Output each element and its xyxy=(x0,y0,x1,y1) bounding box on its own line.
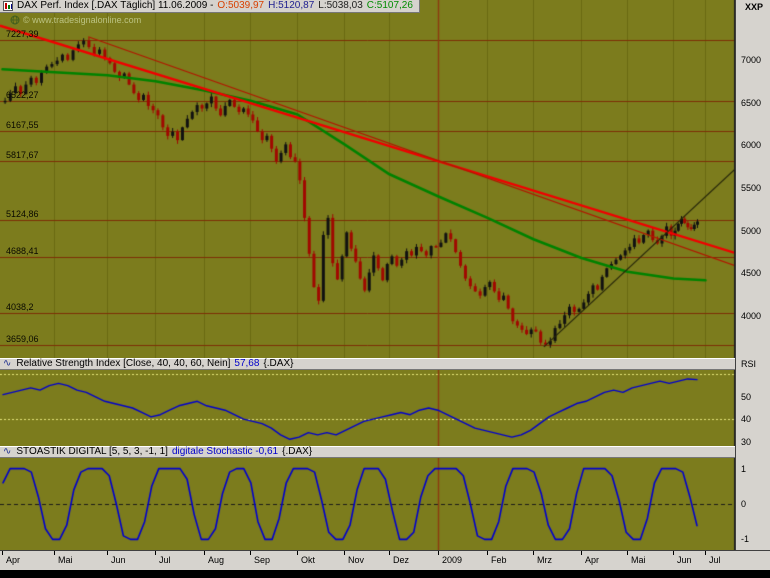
price-level-label: 6167,55 xyxy=(6,119,39,130)
stoch-ytick: 1 xyxy=(741,463,747,474)
month-label: Mrz xyxy=(537,555,552,565)
month-label: Nov xyxy=(348,555,365,565)
month-label: Sep xyxy=(254,555,271,565)
month-tick xyxy=(438,551,439,555)
stoch-ytick: -1 xyxy=(741,534,750,545)
rsi-panel[interactable] xyxy=(0,370,735,446)
stochastic-titlebar[interactable]: ∿ STOASTIK DIGITAL [5, 5, 3, -1, 1] digi… xyxy=(0,446,735,458)
watermark-text: © www.tradesignalonline.com xyxy=(23,15,142,25)
main-price-panel[interactable]: © www.tradesignalonline.com 7227,39 6522,… xyxy=(0,0,735,358)
corner-label: XXP xyxy=(745,2,764,12)
month-label: Apr xyxy=(6,555,21,565)
rsi-axis-label: RSI xyxy=(741,359,757,369)
main-ytick: 6000 xyxy=(741,140,762,151)
month-tick xyxy=(705,551,706,555)
stochastic-panel[interactable] xyxy=(0,458,735,550)
month-label: Mai xyxy=(58,555,73,565)
month-tick xyxy=(627,551,628,555)
month-tick xyxy=(297,551,298,555)
price-level-label: 4688,41 xyxy=(6,246,39,257)
bottom-strip xyxy=(0,570,770,578)
main-ytick: 4500 xyxy=(741,268,762,279)
main-ytick: 7000 xyxy=(741,54,762,65)
month-tick xyxy=(107,551,108,555)
high-value: H:5120,87 xyxy=(268,0,315,11)
month-label: Jun xyxy=(111,555,126,565)
right-axis-column[interactable]: XXP RSI 7000 6500 6000 5500 5000 4500 4000 50 40… xyxy=(735,0,770,550)
price-level-label: 5817,67 xyxy=(6,149,39,160)
rsi-ytick: 30 xyxy=(741,436,752,447)
close-value: C:5107,26 xyxy=(366,0,413,11)
main-titlebar[interactable]: DAX Perf. Index [.DAX Täglich] 11.06.200… xyxy=(0,0,420,13)
price-level-label: 5124,86 xyxy=(6,209,39,220)
low-value: L:5038,03 xyxy=(318,0,363,11)
price-level-label: 3659,06 xyxy=(6,334,39,345)
globe-icon xyxy=(10,15,20,25)
watermark: © www.tradesignalonline.com xyxy=(10,15,141,25)
stochastic-current-value: digitale Stochastic -0,61 xyxy=(171,446,279,457)
month-tick xyxy=(344,551,345,555)
price-level-label: 7227,39 xyxy=(6,29,39,40)
month-tick xyxy=(155,551,156,555)
main-ytick: 5500 xyxy=(741,182,762,193)
chart-title: DAX Perf. Index [.DAX Täglich] 11.06.200… xyxy=(17,0,214,11)
stoch-ytick: 0 xyxy=(741,499,747,509)
time-axis[interactable]: Apr Mai Jun Jul Aug Sep Okt Nov Dez 2009 Feb Mrz Apr… xyxy=(0,550,770,570)
main-ytick: 6500 xyxy=(741,97,762,108)
month-label: Apr xyxy=(585,555,600,565)
rsi-current-value: 57,68 xyxy=(234,358,260,369)
month-label: Aug xyxy=(208,555,225,565)
month-tick xyxy=(389,551,390,555)
month-label: Dez xyxy=(393,555,410,565)
month-label: Okt xyxy=(301,555,316,565)
month-tick xyxy=(533,551,534,555)
month-tick xyxy=(54,551,55,555)
month-tick xyxy=(581,551,582,555)
month-label: Feb xyxy=(491,555,507,565)
month-tick xyxy=(487,551,488,555)
month-label: Jul xyxy=(709,555,721,565)
main-ytick: 5000 xyxy=(741,225,762,236)
stochastic-symbol-suffix: {.DAX} xyxy=(282,446,313,457)
chart-icon xyxy=(3,1,13,11)
rsi-symbol-suffix: {.DAX} xyxy=(263,358,294,369)
month-tick xyxy=(2,551,3,555)
main-ytick: 4000 xyxy=(741,311,762,322)
indicator-wave-icon: ∿ xyxy=(3,446,12,457)
month-label: Jun xyxy=(677,555,692,565)
indicator-wave-icon: ∿ xyxy=(3,358,12,369)
price-level-label: 4038,2 xyxy=(6,301,34,312)
month-tick xyxy=(250,551,251,555)
price-chart-canvas[interactable] xyxy=(0,0,735,358)
rsi-titlebar[interactable]: ∿ Relative Strength Index [Close, 40, 40… xyxy=(0,358,735,370)
month-label: Jul xyxy=(159,555,171,565)
month-label: Mai xyxy=(631,555,646,565)
rsi-ytick: 50 xyxy=(741,391,752,402)
month-tick xyxy=(204,551,205,555)
month-label: 2009 xyxy=(442,555,463,565)
stochastic-title: STOASTIK DIGITAL [5, 5, 3, -1, 1] xyxy=(16,446,168,457)
rsi-chart-canvas[interactable] xyxy=(0,370,735,446)
stochastic-chart-canvas[interactable] xyxy=(0,458,735,550)
open-value: O:5039,97 xyxy=(217,0,265,11)
price-level-label: 6522,27 xyxy=(6,89,39,100)
rsi-ytick: 40 xyxy=(741,414,752,425)
rsi-title: Relative Strength Index [Close, 40, 40, … xyxy=(16,358,231,369)
month-tick xyxy=(673,551,674,555)
